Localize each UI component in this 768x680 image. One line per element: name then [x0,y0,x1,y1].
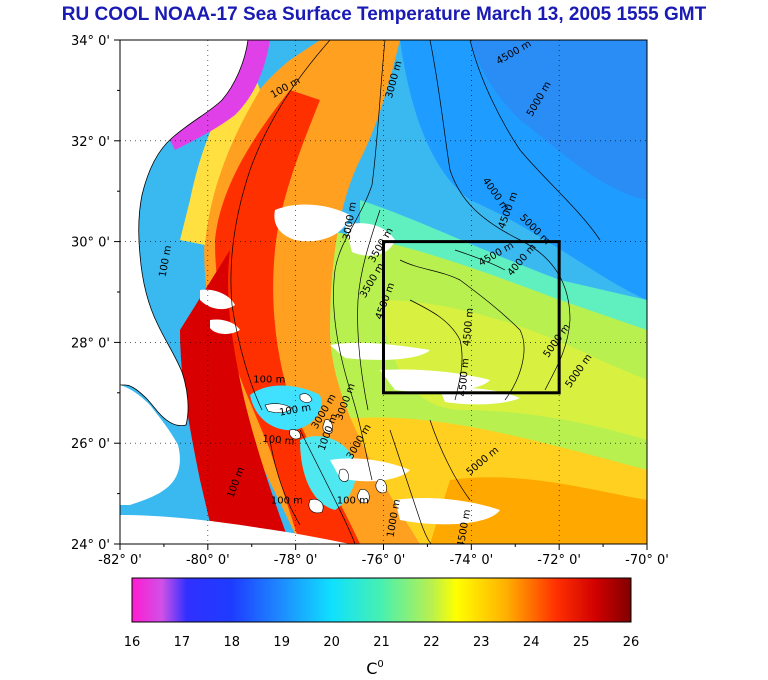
contour-label-30: 4500 m [456,509,473,549]
contour-label-26: 100 m [271,496,303,507]
latitude-axis: 34° 0' 32° 0' 30° 0' 28° 0' 26° 0' 24° 0' [71,34,120,553]
cold-water-core [470,40,647,200]
colorbar-tick-label-10: 26 [623,635,640,650]
contour-label-17: 100 m [158,245,174,278]
lon-tick-label-2: -78° 0' [274,553,318,568]
bahamas-bank-south [300,436,357,510]
gulf-stream-florida [180,250,290,544]
colorbar-unit-superscript: 0 [377,659,383,670]
lon-tick-label-3: -76° 0' [362,553,406,568]
lat-tick-label-5: 24° 0' [71,538,110,553]
contour-label-18: 100 m [253,375,285,386]
map-title: RU COOL NOAA-17 Sea Surface Temperature … [61,4,707,25]
gulf-stream-core [215,90,360,544]
lat-tick-label-2: 30° 0' [71,236,110,251]
graticule [120,40,647,544]
lon-tick-label-4: -74° 0' [449,553,493,568]
colorbar-tick-labels: 16 17 18 19 20 21 22 23 24 25 26 [124,635,640,650]
colorbar-tick-label-8: 24 [523,635,540,650]
lat-tick-label-3: 28° 0' [71,336,110,351]
contour-label-20: 100 m [262,434,295,448]
colorbar-frame [131,577,632,623]
colorbar-tick-label-3: 19 [273,635,290,650]
lon-tick-label-6: -70° 0' [625,553,669,568]
colorbar-unit-label: C0 [366,659,384,678]
lon-tick-label-1: -80° 0' [186,553,230,568]
colorbar-tick-label-6: 22 [423,635,440,650]
land-mass-south-florida [120,385,180,505]
colorbar-tick-label-0: 16 [124,635,141,650]
colorbar-tick-label-2: 18 [224,635,241,650]
colorbar-tick-label-4: 20 [323,635,340,650]
bahamas-islands [264,393,387,514]
contour-label-16: 4500 m [457,358,471,397]
warm-patch-central [380,300,647,440]
land-mass-us [120,40,249,427]
contour-label-27: 100 m [337,496,369,507]
lat-tick-label-1: 32° 0' [71,135,110,150]
colorbar-tick-label-5: 21 [373,635,390,650]
lat-tick-label-4: 26° 0' [71,437,110,452]
lon-tick-label-0: -82° 0' [98,553,142,568]
bathymetry-contours [230,40,601,544]
lat-tick-label-0: 34° 0' [71,34,110,49]
colorbar-tick-label-9: 25 [573,635,590,650]
lon-tick-label-5: -72° 0' [537,553,581,568]
contour-label-19: 100 m [279,402,312,418]
colorbar-unit-text: C [366,659,377,678]
colorbar-gradient [132,578,631,622]
longitude-axis: -82° 0' -80° 0' -78° 0' -76° 0' -74° 0' -72° … [98,544,669,568]
land-mass-cuba [120,515,350,544]
colorbar-tick-label-7: 23 [473,635,490,650]
contour-label-13: 4500 m [462,307,476,346]
warm-water-south-2 [430,477,647,544]
colorbar-tick-label-1: 17 [174,635,191,650]
study-area-box [382,240,561,395]
